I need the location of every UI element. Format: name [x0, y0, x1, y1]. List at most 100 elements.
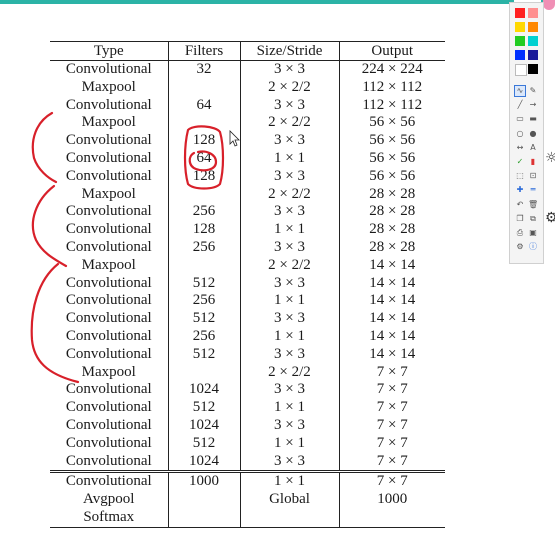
cell-type: Convolutional: [65, 434, 152, 451]
text-icon[interactable]: A: [530, 142, 536, 152]
color-swatch[interactable]: [515, 8, 525, 18]
cell-size-stride: 1 × 1: [239, 399, 339, 417]
table-row: Maxpool 2 × 2/2 112 × 112: [50, 78, 445, 97]
double-arrow-icon[interactable]: ↔: [516, 142, 524, 152]
zoom-icon[interactable]: ⊡: [529, 171, 537, 181]
table-row: Softmax: [50, 508, 445, 528]
cell-type: Maxpool: [81, 114, 136, 131]
crosshair-icon[interactable]: ✚: [516, 185, 524, 195]
cell-type: Convolutional: [65, 416, 152, 433]
cell-type: Convolutional: [65, 327, 152, 344]
color-swatch[interactable]: [528, 22, 538, 32]
cell-type: Maxpool: [81, 363, 136, 380]
table-row: Convolutional 256 1 × 1 14 × 14: [50, 292, 445, 311]
cell-type: Convolutional: [65, 221, 152, 238]
ellipse-outline-icon[interactable]: ○: [516, 128, 524, 138]
cell-output: 1000: [338, 491, 445, 509]
cell-type: Convolutional: [65, 61, 152, 77]
cell-filters: [167, 256, 240, 275]
cell-output: 112 × 112: [338, 78, 445, 97]
cell-size-stride: [239, 508, 339, 528]
cell-type: Convolutional: [65, 274, 152, 291]
line-icon[interactable]: ╱: [517, 100, 523, 110]
architecture-table: Type Filters Size/Stride Output Convolut…: [50, 41, 445, 528]
cell-filters: 1024: [167, 452, 240, 472]
cell-type: Softmax: [50, 508, 168, 528]
arrow-icon[interactable]: →: [529, 100, 537, 110]
pen-icon[interactable]: ✎: [529, 86, 537, 95]
annotation-tool-palette: ∿ ✎ ╱ → ▭ ▬ ○ ● ↔ A ✓ ▮ ⬚ ⊡ ✚ ═ ↶ 🗑 ❐ ⧉ ⎙ ▣ ⚙ ⓘ: [509, 2, 544, 264]
info-icon[interactable]: ⓘ: [529, 242, 537, 252]
cell-size-stride: 1 × 1: [239, 292, 339, 311]
cell-type: Convolutional: [65, 238, 152, 255]
save-icon[interactable]: ▣: [529, 228, 537, 237]
cell-output: 56 × 56: [338, 167, 445, 186]
clear-icon[interactable]: 🗑: [528, 199, 539, 209]
ellipse-filled-icon[interactable]: ●: [529, 128, 537, 138]
cell-output: 14 × 14: [338, 292, 445, 311]
color-swatch[interactable]: [528, 50, 538, 60]
top-accent-bar: [0, 0, 514, 4]
cell-filters: 256: [167, 327, 240, 346]
cell-output: 28 × 28: [338, 185, 445, 204]
cell-output: 28 × 28: [338, 238, 445, 257]
cell-output: 28 × 28: [338, 221, 445, 239]
minus-icon[interactable]: ═: [530, 185, 536, 195]
rect-filled-icon[interactable]: ▬: [529, 114, 537, 124]
color-swatch[interactable]: [528, 8, 538, 18]
cell-filters: 512: [167, 399, 240, 417]
cell-filters: 128: [167, 167, 240, 186]
cell-output: 14 × 14: [338, 274, 445, 293]
print-icon[interactable]: ⎙: [516, 228, 524, 237]
cell-size-stride: 1 × 1: [239, 327, 339, 346]
highlighter-icon[interactable]: ▮: [530, 157, 536, 166]
cell-filters: 256: [167, 238, 240, 257]
cell-output: 7 × 7: [338, 363, 445, 382]
select-icon[interactable]: ⬚: [516, 171, 524, 181]
undo-icon[interactable]: ↶: [516, 199, 524, 209]
color-swatch[interactable]: [515, 36, 525, 46]
cell-filters: 512: [167, 345, 240, 364]
color-swatch[interactable]: [515, 22, 525, 32]
cell-filters: 128: [167, 221, 240, 239]
cell-output: 7 × 7: [338, 416, 445, 435]
cell-type: Maxpool: [81, 185, 136, 202]
table-row: Convolutional 256 1 × 1 14 × 14: [50, 327, 445, 346]
color-swatch[interactable]: [528, 64, 538, 74]
check-icon[interactable]: ✓: [516, 157, 524, 166]
color-swatch[interactable]: [515, 50, 525, 60]
curve-icon[interactable]: ∿: [514, 85, 526, 97]
cell-size-stride: 2 × 2/2: [239, 185, 339, 204]
color-swatch[interactable]: [528, 36, 538, 46]
cell-type: Convolutional: [65, 399, 152, 416]
table-row: Convolutional 256 3 × 3 28 × 28: [50, 203, 445, 222]
cell-size-stride: 3 × 3: [239, 416, 339, 435]
cell-size-stride: 3 × 3: [239, 96, 339, 115]
table-row: Convolutional 256 3 × 3 28 × 28: [50, 238, 445, 257]
gear-icon[interactable]: ⚙: [545, 210, 555, 226]
cell-output: 56 × 56: [338, 149, 445, 168]
pink-handle[interactable]: [543, 0, 555, 10]
paste-icon[interactable]: ⧉: [530, 213, 536, 223]
cell-output: 56 × 56: [338, 132, 445, 150]
cell-size-stride: 2 × 2/2: [239, 256, 339, 275]
table-row: Convolutional 128 3 × 3 56 × 56: [50, 167, 445, 186]
cell-output: 7 × 7: [338, 434, 445, 453]
table-row: Convolutional 128 1 × 1 28 × 28: [50, 221, 445, 239]
copy-icon[interactable]: ❐: [516, 213, 524, 223]
table-row: Convolutional 64 1 × 1 56 × 56: [50, 149, 445, 168]
cell-size-stride: 1 × 1: [239, 470, 339, 492]
sun-icon[interactable]: ☼: [545, 150, 555, 166]
color-swatch[interactable]: [515, 64, 527, 76]
cell-output: 7 × 7: [338, 381, 445, 400]
cell-size-stride: 3 × 3: [239, 381, 339, 400]
settings-icon[interactable]: ⚙: [516, 242, 524, 252]
cell-size-stride: 3 × 3: [239, 452, 339, 472]
rect-outline-icon[interactable]: ▭: [516, 114, 524, 124]
cell-output: 14 × 14: [338, 345, 445, 364]
cell-output: 14 × 14: [338, 310, 445, 328]
